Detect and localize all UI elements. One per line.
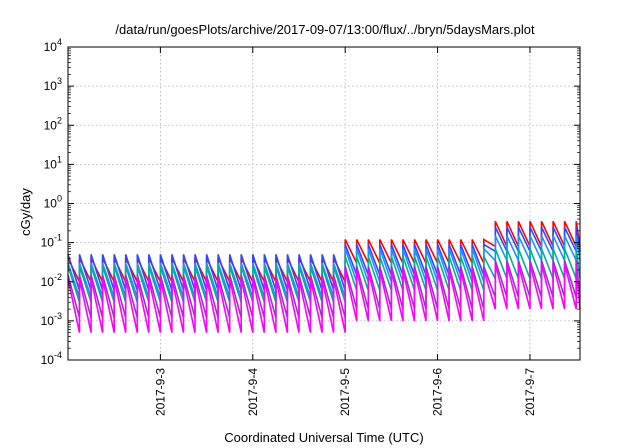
y-axis-label: cGy/day (18, 188, 33, 236)
y-tick-label: 10-3 (41, 311, 62, 328)
y-tick-exponent: 2 (57, 115, 62, 125)
y-tick-base: 10 (44, 157, 58, 171)
y-tick-base: 10 (44, 197, 58, 211)
y-tick-label: 10-1 (41, 233, 62, 250)
y-tick-label: 100 (44, 194, 62, 211)
chart-title: /data/run/goesPlots/archive/2017-09-07/1… (115, 22, 535, 37)
series-line (67, 260, 581, 319)
x-axis: 2017-9-3 2017-9-4 2017-9-5 2017-9-6 2017-9-7 (153, 47, 537, 416)
series-group (67, 220, 581, 333)
x-tick-label: 2017-9-5 (338, 368, 352, 416)
y-tick-exponent: -3 (54, 311, 62, 321)
series-line (67, 226, 581, 291)
x-tick-label: 2017-9-6 (431, 368, 445, 416)
y-tick-label: 10-2 (41, 272, 62, 289)
y-tick-label: 102 (44, 115, 62, 132)
y-tick-exponent: 1 (57, 154, 62, 164)
x-tick-label: 2017-9-4 (246, 368, 260, 416)
y-tick-base: 10 (41, 314, 55, 328)
y-tick-label: 101 (44, 154, 62, 171)
y-tick-exponent: -1 (54, 233, 62, 243)
y-tick-base: 10 (44, 40, 58, 54)
y-tick-exponent: -2 (54, 272, 62, 282)
y-tick-exponent: 3 (57, 76, 62, 86)
y-tick-exponent: -4 (54, 350, 62, 360)
y-tick-base: 10 (41, 353, 55, 367)
y-tick-label: 10-4 (41, 350, 62, 367)
series-line (67, 248, 581, 303)
y-tick-label: 103 (44, 76, 62, 93)
x-tick-label: 2017-9-7 (523, 368, 537, 416)
y-tick-exponent: 0 (57, 194, 62, 204)
y-tick-base: 10 (41, 236, 55, 250)
y-tick-label: 104 (44, 37, 62, 54)
y-tick-base: 10 (44, 118, 58, 132)
x-axis-label: Coordinated Universal Time (UTC) (224, 430, 423, 445)
y-tick-exponent: 4 (57, 37, 62, 47)
y-tick-base: 10 (44, 79, 58, 93)
series-line (67, 235, 581, 298)
x-tick-label: 2017-9-3 (153, 368, 167, 416)
series-line (67, 264, 581, 333)
y-tick-base: 10 (41, 275, 55, 289)
